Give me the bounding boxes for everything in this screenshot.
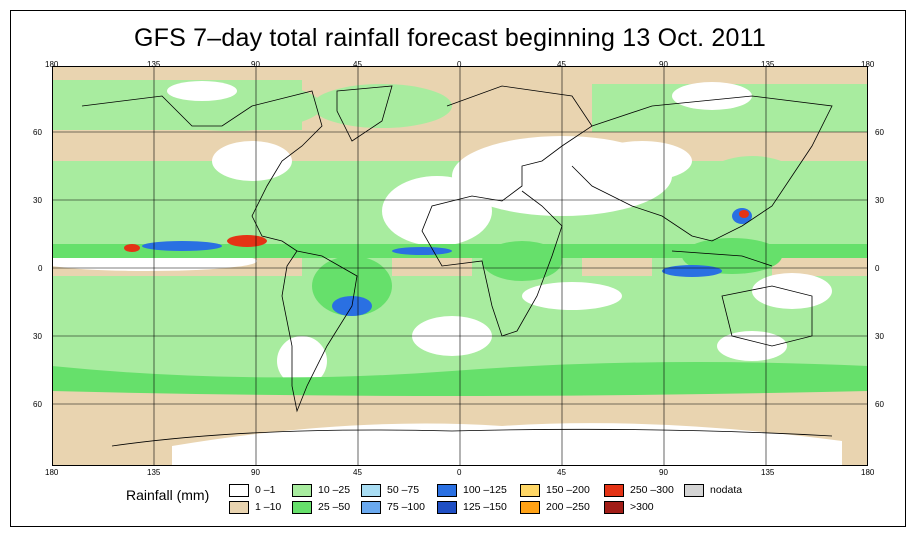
legend-swatch bbox=[520, 501, 540, 514]
legend-swatch bbox=[361, 484, 381, 497]
lon-tick: 180 bbox=[45, 468, 59, 477]
legend-swatch bbox=[292, 484, 312, 497]
legend-swatch bbox=[437, 501, 457, 514]
lon-tick: 45 bbox=[353, 468, 362, 477]
legend-label: 250 –300 bbox=[630, 484, 674, 496]
extreme-rain bbox=[124, 210, 749, 252]
lon-tick: 45 bbox=[557, 60, 566, 69]
coastlines bbox=[81, 85, 833, 447]
lat-tick: 30 bbox=[33, 332, 42, 341]
lon-tick: 135 bbox=[147, 468, 161, 477]
lon-tick: 90 bbox=[251, 468, 260, 477]
legend-swatch bbox=[604, 501, 624, 514]
legend-swatch bbox=[604, 484, 624, 497]
legend-swatch bbox=[684, 484, 704, 497]
lat-tick: 0 bbox=[38, 264, 43, 273]
legend-label: 0 –1 bbox=[255, 484, 276, 496]
legend-label: 100 –125 bbox=[463, 484, 507, 496]
lat-tick: 0 bbox=[875, 264, 880, 273]
legend-swatch bbox=[229, 501, 249, 514]
lon-tick: 135 bbox=[761, 60, 775, 69]
legend-swatch bbox=[361, 501, 381, 514]
lon-tick: 135 bbox=[147, 60, 161, 69]
legend-label: 75 –100 bbox=[387, 501, 425, 513]
lon-tick: 180 bbox=[861, 60, 875, 69]
legend-title: Rainfall (mm) bbox=[126, 487, 210, 503]
legend-label: 200 –250 bbox=[546, 501, 590, 513]
lat-tick: 60 bbox=[875, 400, 884, 409]
lat-tick: 30 bbox=[875, 332, 884, 341]
lon-tick: 180 bbox=[45, 60, 59, 69]
lat-tick: 30 bbox=[33, 196, 42, 205]
legend-swatch bbox=[437, 484, 457, 497]
legend-label: 1 –10 bbox=[255, 501, 282, 513]
rainfall-map bbox=[52, 66, 868, 466]
lat-tick: 60 bbox=[875, 128, 884, 137]
lon-tick: 45 bbox=[557, 468, 566, 477]
lon-tick: 90 bbox=[251, 60, 260, 69]
legend-swatch bbox=[520, 484, 540, 497]
lon-tick: 90 bbox=[659, 60, 668, 69]
legend-label: >300 bbox=[630, 501, 654, 513]
legend-label: 150 –200 bbox=[546, 484, 590, 496]
legend-label: 50 –75 bbox=[387, 484, 420, 496]
legend-swatch bbox=[229, 484, 249, 497]
legend-swatch bbox=[292, 501, 312, 514]
legend-label: 25 –50 bbox=[318, 501, 351, 513]
map-title: GFS 7–day total rainfall forecast beginn… bbox=[134, 24, 766, 52]
lon-tick: 0 bbox=[457, 468, 462, 477]
lon-tick: 0 bbox=[457, 60, 462, 69]
legend-label: 125 –150 bbox=[463, 501, 507, 513]
lat-tick: 60 bbox=[33, 400, 42, 409]
legend-label: nodata bbox=[710, 484, 743, 496]
legend-label: 10 –25 bbox=[318, 484, 351, 496]
lon-tick: 135 bbox=[761, 468, 775, 477]
lat-tick: 60 bbox=[33, 128, 42, 137]
lat-tick: 30 bbox=[875, 196, 884, 205]
lon-tick: 180 bbox=[861, 468, 875, 477]
lon-tick: 90 bbox=[659, 468, 668, 477]
map-border bbox=[52, 66, 868, 466]
lon-tick: 45 bbox=[353, 60, 362, 69]
graticule bbox=[52, 66, 868, 466]
